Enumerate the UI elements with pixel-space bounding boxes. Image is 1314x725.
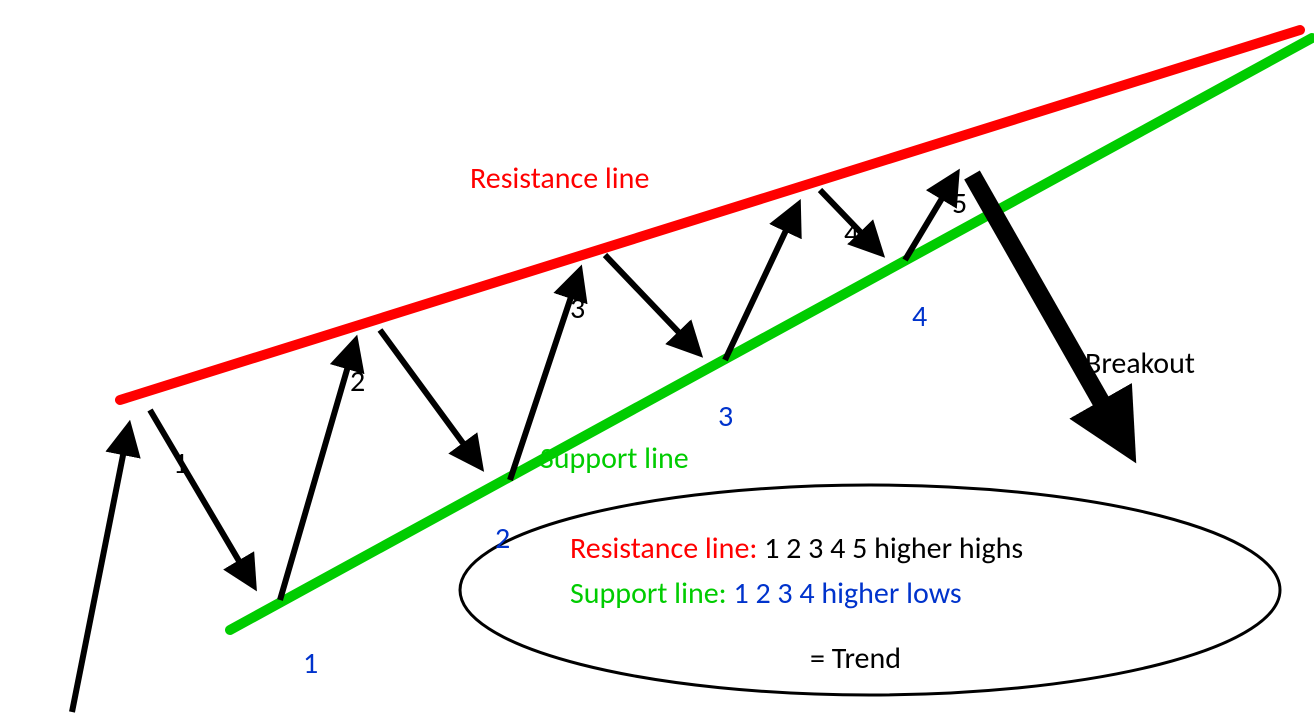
- trough-label-2: 2: [495, 520, 510, 557]
- legend-row-support: Support line: 1 2 3 4 higher lows: [570, 575, 962, 612]
- zigzag-arrow-1: [150, 410, 251, 581]
- legend-footer: = Trend: [810, 640, 901, 677]
- zigzag-arrow-3: [380, 330, 477, 462]
- trough-label-3: 3: [718, 398, 733, 435]
- peak-label-2: 2: [350, 363, 365, 400]
- breakout-label: Breakout: [1085, 345, 1195, 382]
- zigzag-arrow-2: [280, 346, 354, 600]
- breakout-arrow: [972, 175, 1120, 435]
- trough-label-1: 1: [303, 645, 318, 682]
- trough-label-4: 4: [912, 298, 927, 335]
- resistance-line-label: Resistance line: [470, 160, 649, 197]
- support-line-label: Support line: [540, 440, 689, 477]
- peak-label-5: 5: [952, 185, 967, 222]
- peak-label-4: 4: [844, 215, 859, 252]
- diagram-canvas: Resistance line Support line Breakout 1 2 3 4 5…: [0, 0, 1314, 725]
- zigzag-arrow-5: [605, 255, 695, 349]
- peak-label-1: 1: [173, 445, 188, 482]
- peak-label-3: 3: [570, 290, 585, 327]
- legend-row-resistance: Resistance line: 1 2 3 4 5 higher highs: [570, 530, 1023, 567]
- zigzag-arrow-0: [72, 432, 128, 712]
